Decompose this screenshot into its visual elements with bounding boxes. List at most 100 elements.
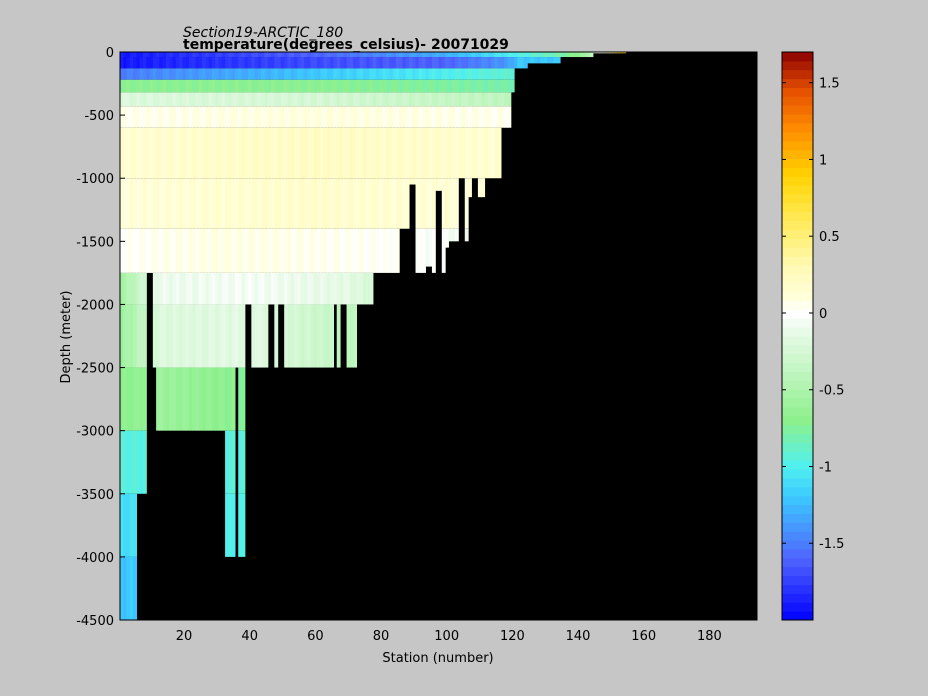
heatmap-cell [353,127,358,179]
heatmap-cell [402,178,407,229]
heatmap-cell [129,272,134,305]
heatmap-cell [389,57,394,69]
heatmap-cell [188,92,193,107]
heatmap-cell [605,52,610,54]
heatmap-cell [504,52,509,58]
heatmap-cell [198,68,203,80]
heatmap-cell [192,178,197,229]
heatmap-cell [313,127,318,179]
heatmap-cell [156,52,160,58]
heatmap-cell [221,92,226,107]
heatmap-cell [297,68,302,80]
heatmap-cell [146,57,151,69]
heatmap-cell [274,68,279,80]
heatmap-cell [454,68,459,80]
heatmap-cell [369,127,374,179]
heatmap-cell [238,367,243,431]
heatmap-cell [320,228,325,273]
heatmap-cell [274,92,279,107]
heatmap-cell [198,52,203,58]
colorbar-swatch [782,504,813,514]
heatmap-cell [172,178,177,229]
heatmap-cell [165,68,170,80]
heatmap-cell [251,228,256,273]
heatmap-cell [428,52,433,58]
heatmap-cell [231,493,236,557]
heatmap-cell [494,92,499,107]
colorbar-swatch [782,513,813,523]
heatmap-cell [159,52,164,58]
heatmap-cell [182,272,187,305]
heatmap-cell [218,304,223,368]
heatmap-cell [376,68,380,80]
heatmap-cell [353,272,358,305]
heatmap-cell [228,92,233,107]
heatmap-cell [418,106,423,128]
heatmap-cell [221,304,226,368]
heatmap-cell [550,57,555,64]
heatmap-cell [399,106,403,128]
heatmap-cell [454,127,459,179]
heatmap-cell [244,68,249,80]
heatmap-cell [234,57,239,69]
heatmap-cell [553,52,558,58]
heatmap-cell [126,304,131,368]
heatmap-cell [195,127,200,179]
heatmap-cell [500,92,505,107]
heatmap-cell [271,228,275,273]
heatmap-cell [425,79,430,93]
heatmap-cell [225,228,229,273]
heatmap-cell [129,367,134,431]
heatmap-cell [425,68,430,80]
heatmap-cell [497,106,502,128]
heatmap-cell [461,106,466,128]
heatmap-cell [563,52,568,58]
heatmap-cell [142,304,147,368]
heatmap-cell [346,178,351,229]
heatmap-cell [133,127,138,179]
heatmap-cell [425,57,430,69]
heatmap-cell [152,52,157,58]
heatmap-cell [231,430,236,494]
colorbar-swatch [782,247,813,257]
colorbar-swatch [782,495,813,506]
colorbar-swatch [782,353,813,364]
heatmap-cell [622,52,627,54]
heatmap-cell [369,79,374,93]
heatmap-cell [136,178,141,229]
colorbar-swatch [782,380,813,390]
heatmap-cell [349,228,354,273]
heatmap-cell [120,228,124,273]
heatmap-cell [257,57,262,69]
heatmap-cell [359,57,364,69]
heatmap-cell [218,228,223,273]
colorbar-swatch [782,478,813,488]
heatmap-cell [179,367,183,431]
heatmap-cell [215,57,220,69]
heatmap-cell [428,68,433,80]
heatmap-cell [208,68,213,80]
heatmap-cell [310,79,315,93]
heatmap-cell [129,178,134,229]
heatmap-cell [280,127,285,179]
heatmap-cell [474,127,479,179]
heatmap-cell [346,79,351,93]
heatmap-cell [438,68,443,80]
heatmap-cell [382,52,387,58]
heatmap-cell [205,367,210,431]
heatmap-cell [448,127,453,179]
heatmap-cell [438,52,443,58]
x-axis-label: Station (number) [382,651,493,666]
heatmap-cell [356,272,361,305]
colorbar-swatch [782,522,813,532]
heatmap-cell [129,68,134,80]
heatmap-cell [326,127,331,179]
heatmap-cell [264,79,269,93]
heatmap-cell [280,228,285,273]
colorbar-swatch [782,318,813,328]
heatmap-cell [238,228,243,273]
x-tick-label: 120 [500,629,525,644]
heatmap-cell [271,127,275,179]
heatmap-cell [491,79,495,93]
heatmap-cell [261,57,266,69]
